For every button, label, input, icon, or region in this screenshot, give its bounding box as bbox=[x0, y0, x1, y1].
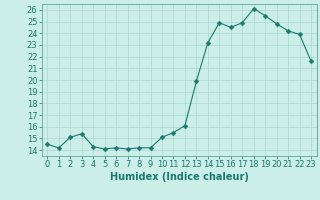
X-axis label: Humidex (Indice chaleur): Humidex (Indice chaleur) bbox=[110, 172, 249, 182]
